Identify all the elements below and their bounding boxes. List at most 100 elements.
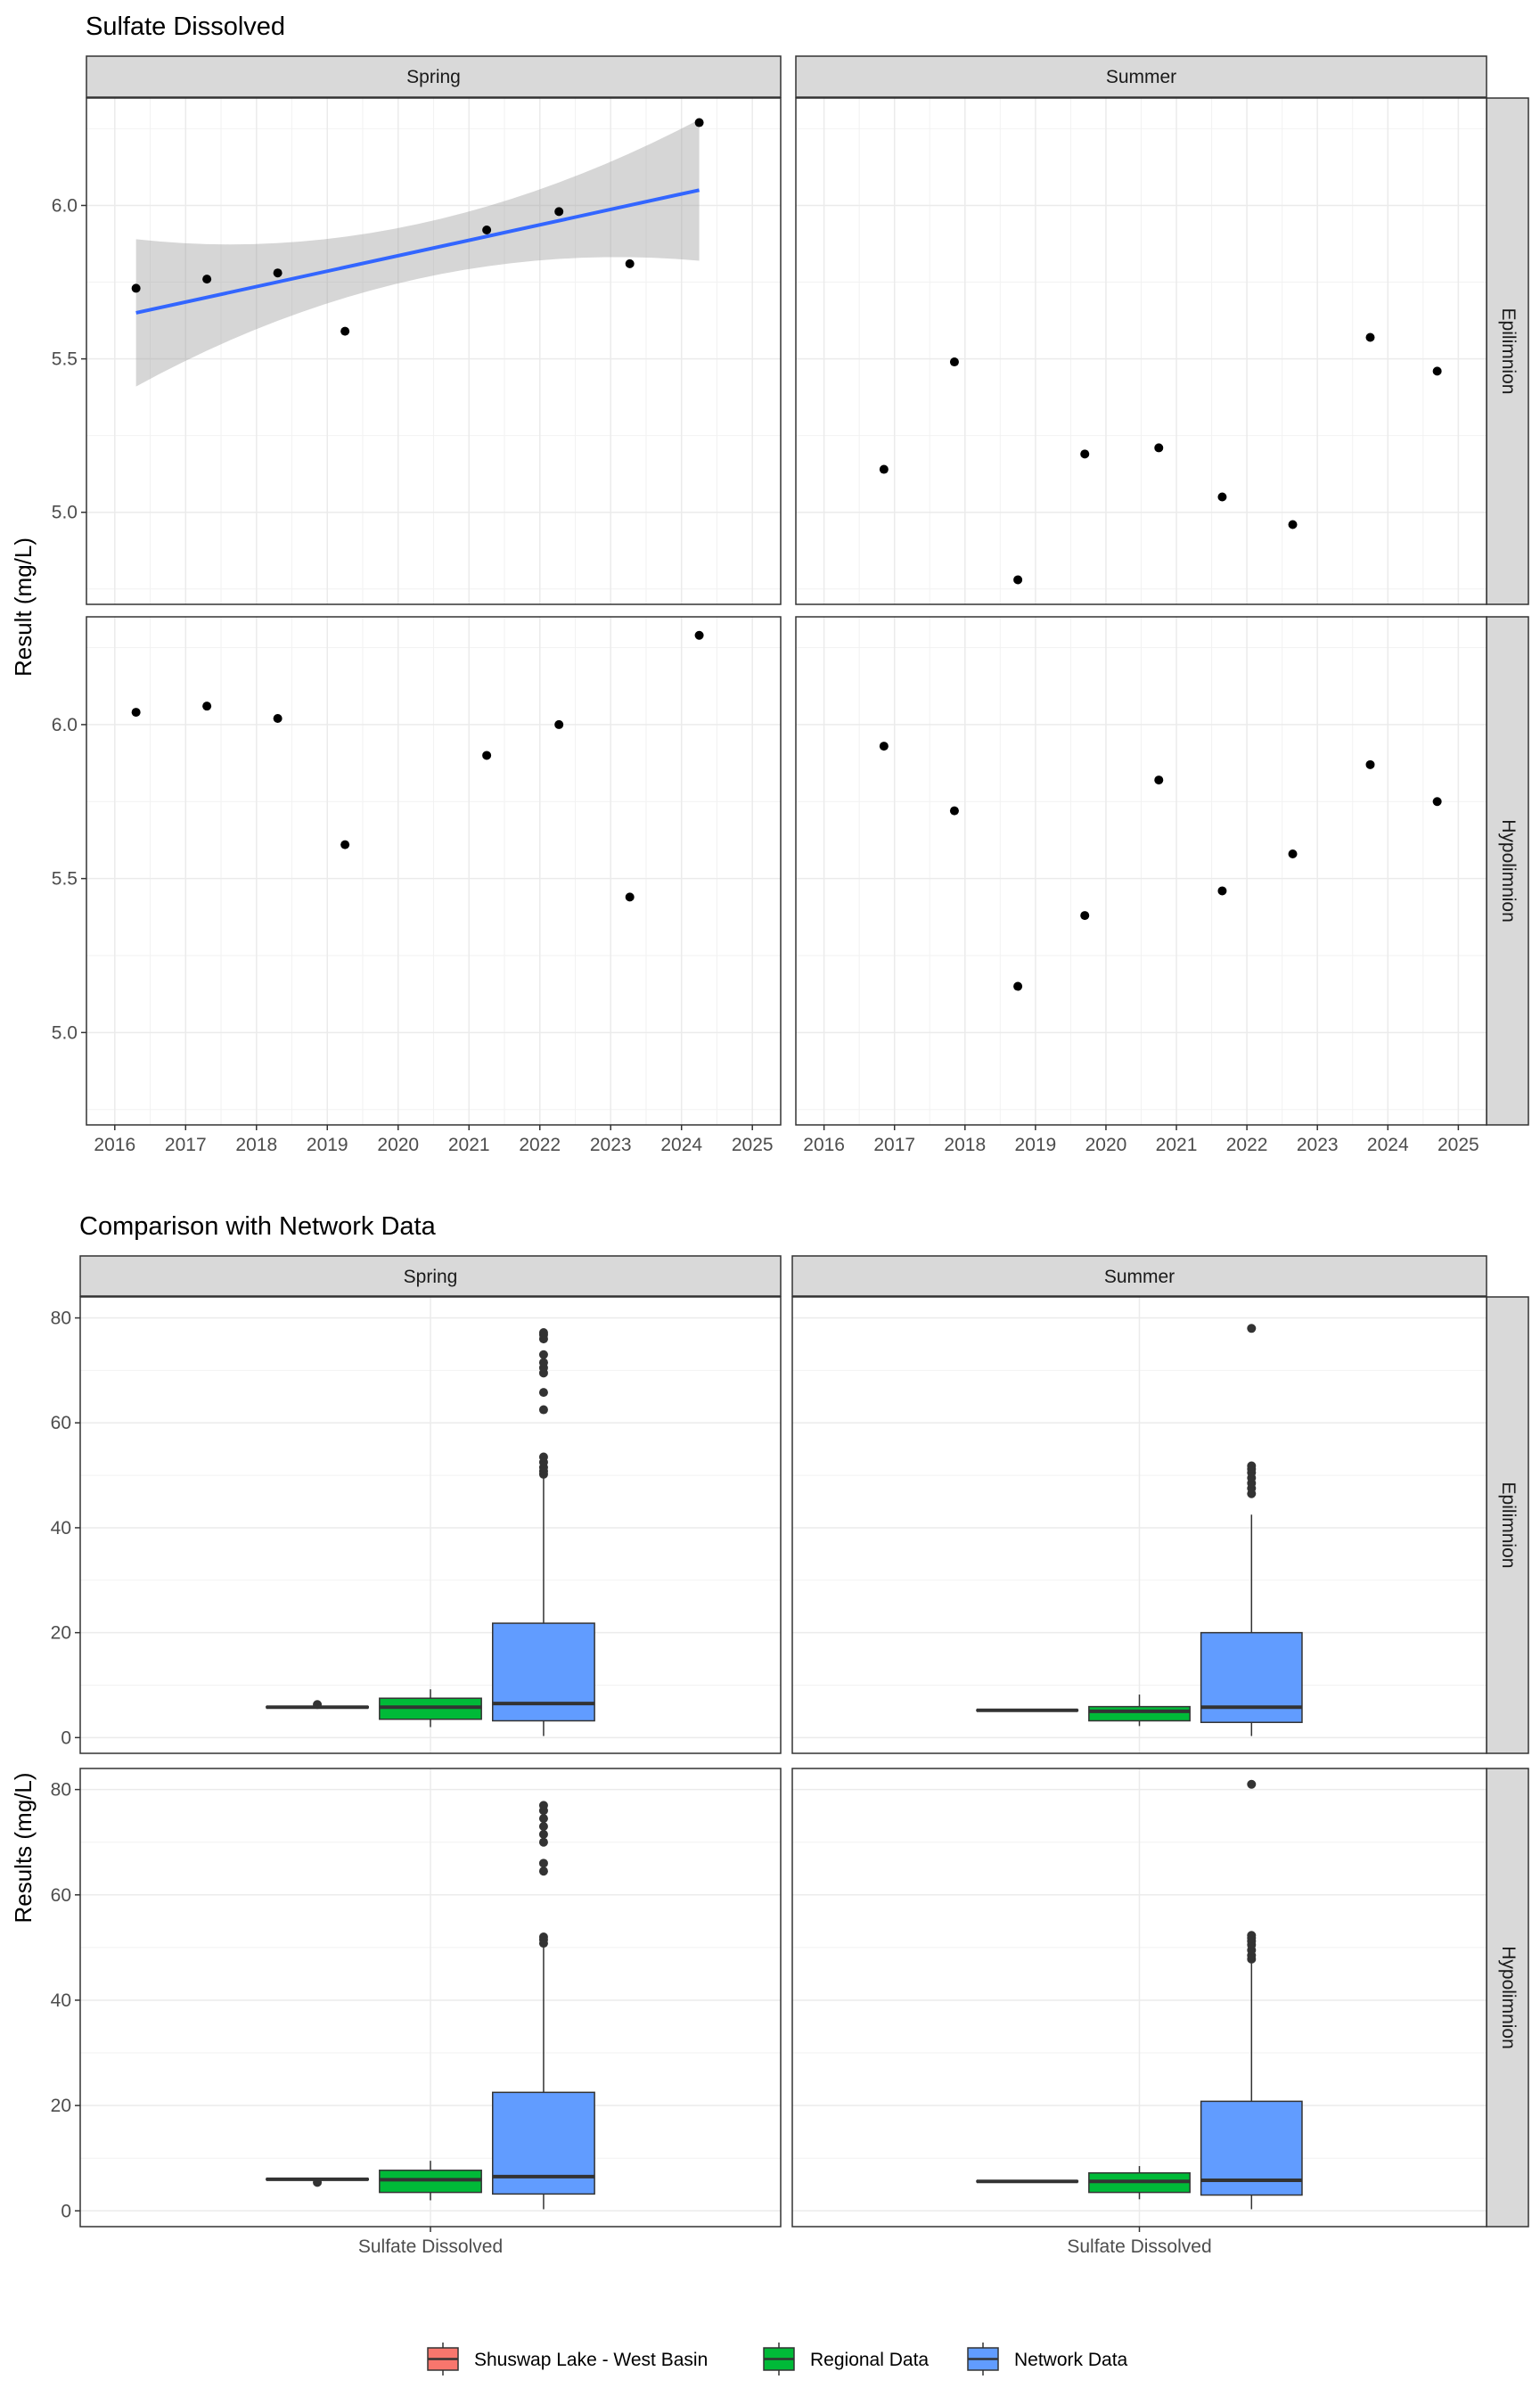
y-tick-label: 40 [51,1518,71,1539]
y-tick-label: 40 [51,1990,71,2011]
panel-border [79,1296,782,1754]
facet-strip-hypolimnion [1486,616,1529,1126]
x-tick-label: 2019 [307,1135,348,1155]
x-tick-label: 2022 [1226,1135,1268,1155]
outlier-point [313,1700,323,1710]
y-tick-label: 60 [51,1885,71,1906]
outlier-point [538,1829,548,1839]
box-shuswap-lake-west-basin [266,1700,369,1710]
box-body [1088,1705,1191,1722]
data-point [1365,332,1375,342]
data-point [1154,775,1164,785]
y-tick-label: 6.0 [52,715,78,735]
data-point [694,118,704,127]
panel-spring-hypolimnion: 0 20 40 60 80 Sulfate Dissolved [51,1768,782,2257]
x-tick-label: 2016 [803,1135,845,1155]
facet-strip-label: Hypolimnion [1498,819,1519,923]
data-point [554,207,564,217]
y-axis-label-results: Results (mg/L) [10,1772,37,1923]
trend-line [135,188,700,315]
data-point [625,892,635,902]
y-tick-label: 5.5 [52,349,78,370]
box-shuswap-lake-west-basin [976,2179,1079,2184]
x-tick-label: 2021 [1156,1135,1198,1155]
facet-strip-label: Summer [1106,67,1176,87]
x-tick-label: Sulfate Dissolved [1067,2236,1211,2257]
data-point [949,357,959,367]
y-tick-label: 5.5 [52,869,78,890]
panel-spring-hypolimnion: 5.0 5.5 6.0 2016 2017 2018 2019 2020 2021 2022 202… [52,616,782,1155]
outlier-point [538,1358,548,1367]
outlier-point [538,1350,548,1359]
panel-border [86,616,782,1126]
outlier-point [538,1405,548,1415]
legend-label: Shuswap Lake - West Basin [474,2350,708,2370]
box-network-data [1200,1324,1303,1736]
outlier-point [1247,1931,1257,1941]
box-network-data [1200,1779,1303,2210]
x-tick-label: 2023 [1297,1135,1339,1155]
data-point [949,806,959,816]
data-point [1288,520,1298,529]
data-point [482,226,492,235]
x-tick-label: 2016 [94,1135,135,1155]
legend-item: Shuswap Lake - West Basin [427,2343,708,2375]
facet-strip-epilimnion [1486,97,1529,605]
facet-strip-label: Summer [1104,1267,1175,1287]
scatter-facet-grid: Spring Summer Epilimnion Hypolimnion 5.0 5.5 6… [52,55,1529,1155]
x-tick-label: 2019 [1015,1135,1057,1155]
x-tick-label: 2017 [873,1135,915,1155]
facet-strip-epilimnion [1486,1296,1529,1754]
data-point [1154,443,1164,453]
facet-strip-hypolimnion [1486,1768,1529,2228]
box-body [492,1622,595,1722]
y-tick-label: 20 [51,2096,71,2116]
panel-summer-hypolimnion: 2016 2017 2018 2019 2020 2021 2022 2023 2024 2025 [795,616,1487,1155]
x-tick-label: Sulfate Dissolved [358,2236,503,2257]
y-tick-label: 80 [51,1780,71,1801]
panel-border [791,1296,1487,1754]
box-body [492,2091,595,2195]
box-shuswap-lake-west-basin [976,1708,1079,1712]
y-tick-label: 0 [61,1727,71,1748]
outlier-point [1247,1324,1257,1333]
x-tick-label: 2017 [165,1135,207,1155]
data-point [273,268,283,278]
panel-spring-epilimnion: 5.0 5.5 6.0 [52,97,782,605]
facet-strip-label: Epilimnion [1498,1482,1519,1569]
box-regional-data [1088,1694,1191,1727]
chart-title-comparison: Comparison with Network Data [79,1212,437,1241]
box-regional-data [1088,2166,1191,2200]
facet-strip-summer [795,55,1487,98]
outlier-point [1247,1779,1257,1789]
data-point [1432,797,1442,807]
chart-title-sulfate: Sulfate Dissolved [86,12,285,41]
x-tick-label: 2020 [1085,1135,1127,1155]
data-point [879,464,889,474]
box-network-data [492,1328,595,1736]
panel-spring-epilimnion: 0 20 40 60 80 [51,1296,782,1754]
data-point [625,258,635,268]
legend-item: Network Data [967,2343,1128,2375]
facet-strip-summer [791,1255,1487,1297]
data-point [131,283,141,293]
y-tick-label: 0 [61,2201,71,2221]
data-point [1217,492,1227,502]
data-point [1365,759,1375,769]
x-tick-label: 2023 [590,1135,632,1155]
data-point [1288,849,1298,858]
facet-strip-spring [86,55,782,98]
data-point [340,840,350,849]
outlier-point [1247,1461,1257,1471]
outlier-point [538,1452,548,1462]
data-point [131,708,141,718]
y-tick-label: 60 [51,1413,71,1433]
x-tick-label: 2018 [944,1135,986,1155]
box-network-data [492,1801,595,2210]
x-tick-label: 2021 [448,1135,490,1155]
outlier-point [538,1388,548,1398]
outlier-point [538,1932,548,1942]
x-tick-label: 2025 [1438,1135,1479,1155]
data-point [694,630,704,640]
